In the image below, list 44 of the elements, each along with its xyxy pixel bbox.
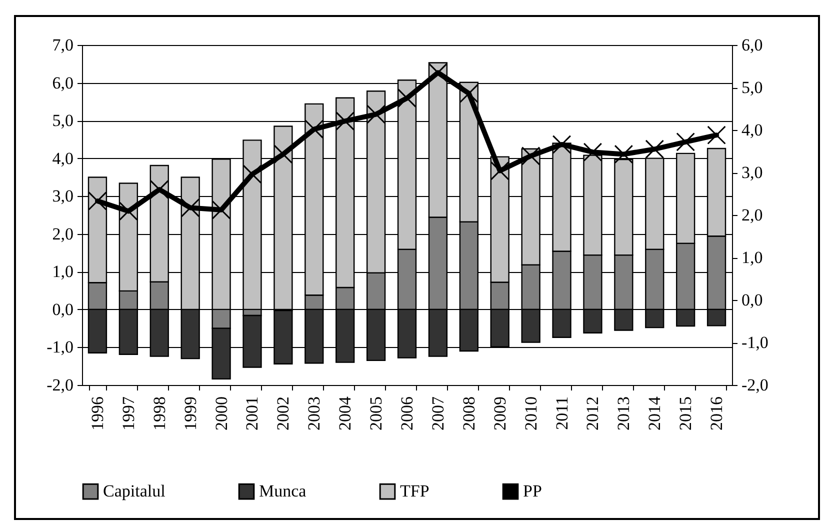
y2-tick-label: 1,0 xyxy=(742,248,763,267)
x-tick-label: 2009 xyxy=(490,396,510,430)
x-tick-label: 2006 xyxy=(398,396,416,430)
y-tick-label: 0,0 xyxy=(52,300,74,319)
y2-tick-label: 5,0 xyxy=(742,78,763,97)
x-tick-label: 1998 xyxy=(150,396,169,430)
x-tick-label: 2012 xyxy=(583,396,602,430)
x-tick-label: 1997 xyxy=(118,396,138,430)
x-tick-label: 1999 xyxy=(180,396,200,430)
legend-label: TFP xyxy=(400,482,430,501)
x-tick-label: 1996 xyxy=(88,396,107,430)
x-tick-label: 2007 xyxy=(428,396,448,430)
x-tick-label: 2015 xyxy=(676,396,696,430)
y-tick-label: 1,0 xyxy=(52,262,74,282)
y2-tick-label: 4,0 xyxy=(742,120,763,140)
y-tick-label: -1,0 xyxy=(46,338,74,357)
x-tick-label: 2016 xyxy=(707,396,726,430)
y-tick-label: -2,0 xyxy=(46,376,74,394)
x-tick-label: 2010 xyxy=(521,396,540,430)
y2-tick-label: -1,0 xyxy=(742,333,768,352)
x-tick-label: 2004 xyxy=(336,396,355,430)
legend-label: Capitalul xyxy=(103,482,166,501)
x-tick-label: 2014 xyxy=(645,396,664,430)
y-tick-label: 6,0 xyxy=(52,73,74,92)
x-tick-label: 2002 xyxy=(274,396,293,430)
x-tick-label: 2013 xyxy=(614,396,634,430)
y2-tick-label: 3,0 xyxy=(742,163,763,182)
legend-label: Munca xyxy=(259,482,307,501)
y2-tick-label: 0,0 xyxy=(742,290,763,310)
y-tick-label: 4,0 xyxy=(52,148,74,168)
y2-tick-label: -2,0 xyxy=(742,376,768,394)
y-tick-label: 5,0 xyxy=(52,111,74,130)
x-tick-label: 2001 xyxy=(242,396,262,430)
x-tick-label: 2011 xyxy=(552,396,572,430)
y-tick-label: 3,0 xyxy=(52,186,74,206)
y2-tick-label: 2,0 xyxy=(742,206,763,224)
legend-label: PP xyxy=(523,482,542,501)
x-tick-label: 2005 xyxy=(366,396,386,430)
y-tick-label: 7,0 xyxy=(52,36,74,54)
x-tick-label: 2008 xyxy=(459,396,478,430)
y-tick-label: 2,0 xyxy=(52,224,74,244)
x-tick-label: 2000 xyxy=(212,396,231,430)
y2-tick-label: 6,0 xyxy=(742,36,763,54)
x-tick-label: 2003 xyxy=(304,396,324,430)
